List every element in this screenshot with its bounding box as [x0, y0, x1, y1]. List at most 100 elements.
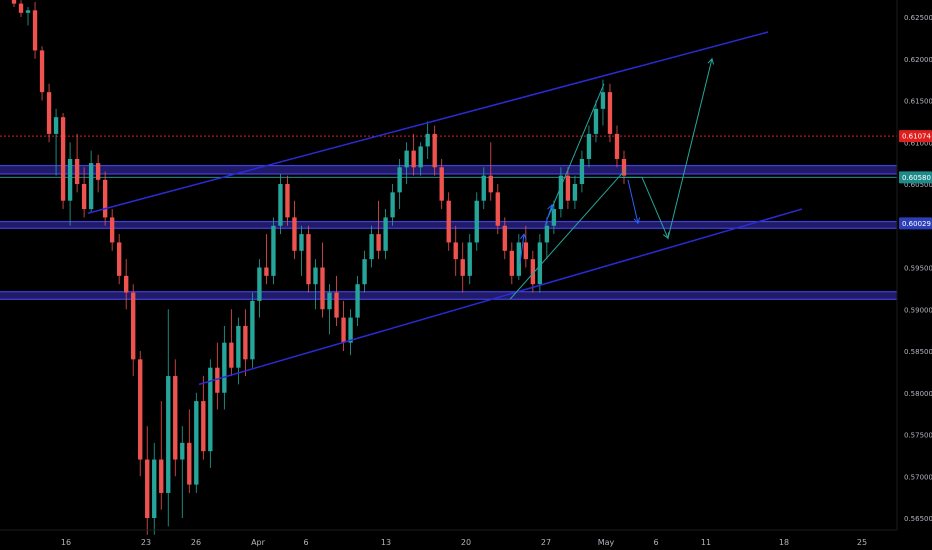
price-tag-label: 0.60029	[902, 220, 931, 228]
price-tick-label: 0.58000	[904, 390, 932, 398]
time-tick-label: 16	[61, 538, 71, 547]
candle-body	[376, 234, 381, 251]
time-tick-label: Apr	[251, 538, 266, 547]
candle-body	[404, 150, 409, 168]
candle-body	[313, 267, 318, 285]
candle-body	[194, 401, 199, 485]
candle-body	[411, 150, 416, 168]
candle-body	[530, 259, 536, 285]
candle-body	[264, 267, 269, 276]
candle-body	[355, 284, 360, 318]
candle-body	[453, 242, 458, 260]
candle-body	[306, 234, 311, 285]
candle-body	[18, 3, 24, 13]
price-tag-box	[899, 130, 932, 143]
candle-body	[348, 317, 353, 343]
candle-body	[187, 442, 192, 485]
candle-body	[250, 300, 255, 360]
price-tag-label: 0.61074	[902, 133, 931, 141]
candle-body	[39, 50, 45, 93]
support-resistance-zone	[0, 291, 897, 300]
price-tick-label: 0.61000	[904, 139, 932, 147]
price-tick-label: 0.56500	[904, 515, 932, 523]
candle-body	[341, 317, 346, 343]
price-tag-label: 0.60580	[902, 174, 931, 182]
time-tick-label: May	[598, 538, 615, 547]
price-tick-label: 0.59500	[904, 265, 932, 273]
candle-body	[600, 92, 606, 109]
candle-body	[467, 242, 472, 276]
candle-body	[81, 184, 87, 210]
candle-body	[180, 442, 185, 460]
blue-arrow-line	[627, 179, 639, 224]
candle-body	[446, 200, 451, 243]
price-tick-label: 0.57000	[904, 473, 932, 481]
candle-body	[397, 167, 402, 193]
candle-body	[229, 342, 234, 368]
candle-body	[166, 376, 171, 493]
time-tick-label: 27	[541, 538, 551, 547]
candle-body	[320, 267, 325, 310]
candle-body	[593, 108, 599, 134]
blue-arrow-line	[519, 234, 525, 264]
price-tick-label: 0.59000	[904, 306, 932, 314]
candle-body	[243, 325, 248, 360]
candle-body	[488, 175, 493, 193]
time-tick-label: 18	[779, 538, 789, 547]
candle-body	[257, 267, 262, 301]
wedge-lower-line	[509, 168, 627, 300]
candle-body	[551, 209, 557, 226]
candle-body	[621, 158, 627, 176]
projection-path	[620, 58, 713, 240]
candle-body	[124, 275, 129, 293]
candle-body	[607, 92, 613, 134]
candle-body	[145, 459, 150, 518]
candle-body	[11, 0, 17, 4]
candle-body	[46, 92, 52, 134]
candle-body	[579, 158, 585, 184]
candle-body	[67, 158, 73, 201]
candle-body	[334, 292, 339, 318]
candle-body	[572, 184, 578, 201]
candle-body	[537, 242, 543, 285]
price-tick-label: 0.57500	[904, 432, 932, 440]
projection-arrowhead-down	[662, 232, 670, 240]
candle-body	[292, 217, 297, 251]
candle-body	[565, 175, 571, 201]
drawing-tools	[87, 31, 803, 386]
candle-body	[74, 158, 80, 184]
candle-body	[327, 292, 332, 310]
candle-body	[460, 259, 465, 276]
candle-body	[390, 192, 395, 218]
candle-body	[131, 292, 136, 360]
candle-body	[60, 117, 66, 201]
wedge-upper-line	[547, 83, 605, 218]
support-resistance-zone	[0, 165, 897, 174]
price-levels	[0, 135, 897, 178]
time-tick-label: 25	[857, 538, 867, 547]
candle-body	[285, 184, 290, 218]
price-tick-label: 0.62500	[904, 14, 932, 22]
candle-body	[152, 459, 157, 518]
price-tag-box	[899, 171, 932, 184]
candle-body	[502, 225, 507, 251]
candle-body	[109, 217, 115, 243]
time-tick-label: 26	[191, 538, 201, 547]
time-tick-label: 6	[653, 538, 658, 547]
projection-arrowhead-up	[707, 57, 715, 65]
candle-body	[558, 175, 564, 210]
channel-upper-line	[87, 31, 769, 214]
candle-body	[102, 179, 108, 218]
time-axis[interactable]: 16 23 26 Apr 6 13 20 27 May 6 11 18 25	[61, 538, 867, 547]
time-tick-label: 23	[141, 538, 151, 547]
price-tags: 0.61074 0.60580 0.60029	[899, 130, 932, 230]
blue-arrowhead	[633, 217, 641, 225]
candle-body	[369, 234, 374, 260]
candle-body	[383, 217, 388, 251]
candle-body	[138, 359, 143, 460]
price-tick-label: 0.60500	[904, 181, 932, 189]
candle-body	[53, 117, 59, 134]
candle-body	[614, 133, 620, 159]
